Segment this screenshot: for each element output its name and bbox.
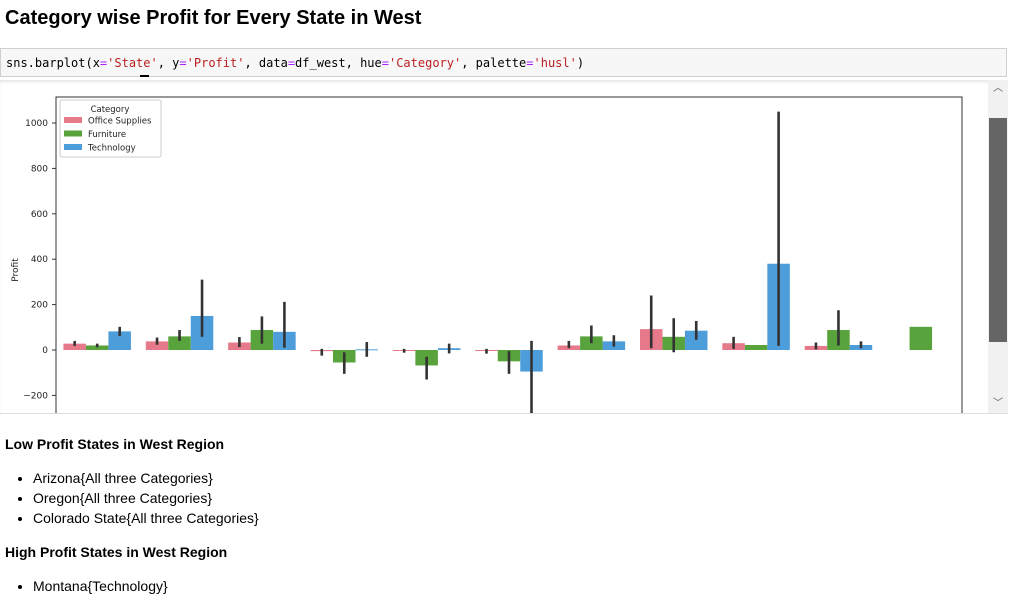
bar-chart: −200 0 200 400 600 800 1000 Profit Category Offic… — [11, 96, 963, 413]
low-profit-list: Arizona{All three Categories} Oregon{All… — [0, 468, 259, 528]
page-title: Category wise Profit for Every State in … — [5, 7, 422, 29]
y-tick-label: 1000 — [25, 119, 48, 129]
bar — [85, 345, 109, 350]
code-cell[interactable]: sns.barplot(x='State', y='Profit', data=… — [0, 48, 1007, 77]
scroll-up-icon[interactable]: ︿ — [993, 83, 1003, 94]
y-tick-label: 800 — [31, 164, 48, 174]
text-cursor — [140, 75, 149, 77]
legend-box — [59, 99, 162, 158]
bar — [108, 331, 131, 350]
bar — [744, 345, 768, 350]
y-tick-label: −200 — [23, 391, 48, 401]
y-tick-label: 200 — [31, 301, 48, 311]
y-tick-label: 0 — [42, 346, 48, 356]
low-profit-heading: Low Profit States in West Region — [5, 436, 225, 452]
list-item: Arizona{All three Categories} — [33, 468, 259, 488]
output-scrollbar[interactable]: ︿ ﹀ — [988, 80, 1008, 413]
scroll-down-icon[interactable]: ﹀ — [993, 398, 1003, 409]
bar — [168, 336, 191, 350]
legend-entry: Office Supplies — [88, 117, 152, 127]
list-item: Colorado State{All three Categories} — [33, 508, 259, 528]
bar — [909, 326, 933, 350]
high-profit-list: Montana{Technology} — [0, 576, 168, 596]
legend-swatch — [64, 117, 82, 123]
y-tick-label: 600 — [31, 210, 48, 220]
legend-entry: Technology — [87, 144, 136, 154]
list-item: Montana{Technology} — [33, 576, 168, 596]
legend-swatch — [64, 144, 82, 150]
y-axis-label: Profit — [11, 258, 21, 282]
legend-swatch — [64, 130, 82, 137]
high-profit-heading: High Profit States in West Region — [5, 544, 228, 560]
legend-title: Category — [91, 105, 130, 115]
plot-frame — [55, 96, 963, 413]
legend-entry: Furniture — [88, 130, 126, 140]
bar — [63, 343, 86, 350]
scroll-thumb[interactable] — [989, 118, 1007, 342]
list-item: Oregon{All three Categories} — [33, 488, 259, 508]
y-tick-label: 400 — [31, 255, 48, 265]
output-area[interactable]: −200 0 200 400 600 800 1000 Profit Category Offic… — [0, 80, 1008, 414]
bar — [684, 330, 708, 350]
code-line[interactable]: sns.barplot(x='State', y='Profit', data=… — [6, 56, 585, 70]
bar — [145, 341, 169, 350]
